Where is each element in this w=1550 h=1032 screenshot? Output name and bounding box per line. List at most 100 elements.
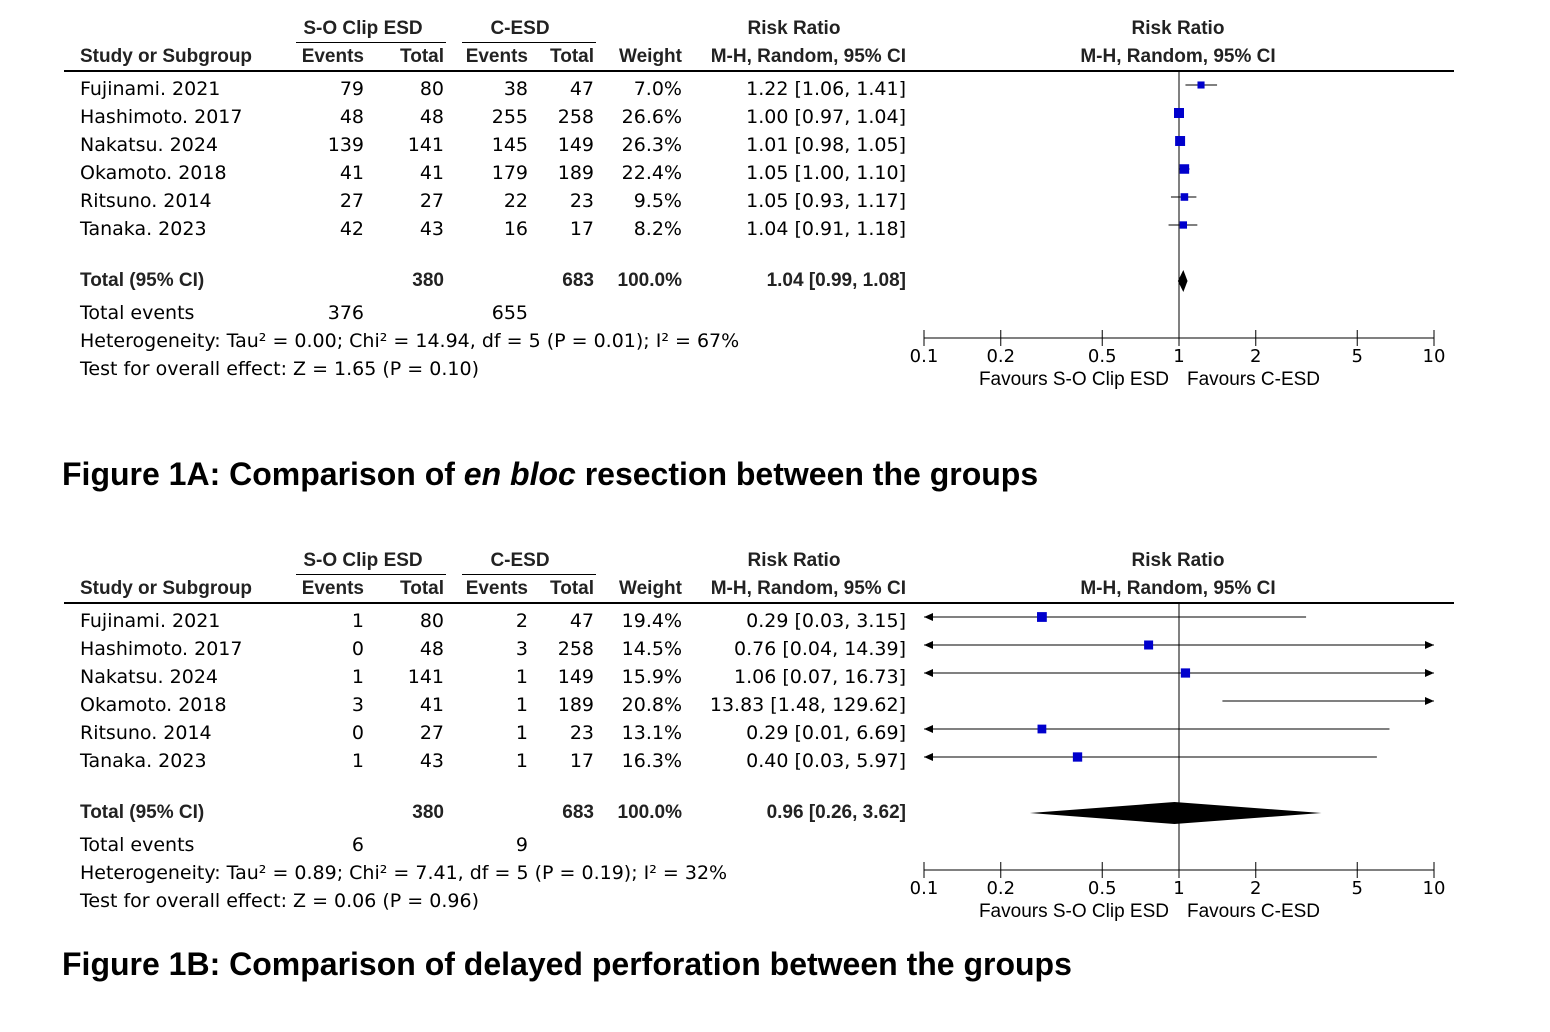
ci-cell: 1.05 [1.00, 1.10] — [746, 162, 906, 184]
figure-caption-b: Figure 1B: Comparison of delayed perfora… — [62, 946, 1072, 982]
total1-cell: 41 — [419, 162, 444, 184]
forest-plot-panel-b: S-O Clip ESD C-ESD Risk Ratio Risk Ratio Stu… — [0, 532, 1550, 952]
total-events1: 376 — [327, 302, 364, 324]
events1-cell: 42 — [339, 218, 364, 240]
weight-cell: 14.5% — [621, 638, 682, 660]
events2-cell: 1 — [515, 750, 528, 772]
ci-cell: 1.01 [0.98, 1.05] — [746, 134, 906, 156]
overall-effect-text: Test for overall effect: Z = 0.06 (P = 0… — [80, 890, 479, 912]
point-estimate-marker — [1144, 640, 1154, 650]
total-weight: 100.0% — [617, 270, 682, 291]
axis-tick-label: 0.2 — [986, 878, 1015, 899]
total2-header: Total — [550, 578, 594, 599]
ci-cell: 1.06 [0.07, 16.73] — [734, 666, 906, 688]
point-estimate-marker — [1179, 164, 1190, 174]
total1-header: Total — [400, 578, 444, 599]
events1-cell: 1 — [351, 610, 364, 632]
total2-cell: 23 — [569, 190, 594, 212]
left-arrow — [924, 725, 933, 733]
events1-cell: 41 — [339, 162, 364, 184]
study-name: Okamoto. 2018 — [80, 162, 227, 184]
total-label: Total (95% CI) — [80, 270, 205, 291]
axis-tick-label: 1 — [1173, 878, 1184, 899]
axis-tick-label: 0.5 — [1088, 346, 1117, 367]
point-estimate-marker — [1037, 612, 1047, 622]
point-estimate-marker — [1175, 136, 1186, 146]
total2-header: Total — [550, 46, 594, 67]
study-name: Okamoto. 2018 — [80, 694, 227, 716]
total1-cell: 141 — [407, 666, 444, 688]
weight-cell: 16.3% — [621, 750, 682, 772]
ci-cell: 1.05 [0.93, 1.17] — [746, 190, 906, 212]
total2-value: 683 — [562, 270, 594, 291]
weight-header: Weight — [619, 578, 682, 599]
study-col-header: Study or Subgroup — [80, 46, 253, 67]
point-estimate-marker — [1072, 752, 1083, 762]
weight-cell: 9.5% — [633, 190, 682, 212]
total1-cell: 43 — [419, 750, 444, 772]
point-estimate-marker — [1037, 724, 1047, 734]
events2-cell: 1 — [515, 666, 528, 688]
axis-tick-label: 5 — [1352, 346, 1363, 367]
events2-cell: 1 — [515, 694, 528, 716]
total-label: Total (95% CI) — [80, 802, 205, 823]
events1-cell: 1 — [351, 750, 364, 772]
total1-header: Total — [400, 46, 444, 67]
events2-cell: 255 — [491, 106, 528, 128]
events1-cell: 48 — [339, 106, 364, 128]
total-ci: 0.96 [0.26, 3.62] — [766, 802, 906, 823]
point-estimate-marker — [1180, 193, 1189, 201]
plot-method-header: M-H, Random, 95% CI — [1080, 46, 1276, 67]
events1-cell: 0 — [351, 638, 364, 660]
total-events-label: Total events — [80, 834, 195, 856]
weight-cell: 7.0% — [633, 78, 682, 100]
total2-cell: 17 — [569, 750, 594, 772]
study-name: Fujinami. 2021 — [80, 78, 221, 100]
ci-cell: 0.29 [0.01, 6.69] — [746, 722, 906, 744]
events2-cell: 38 — [503, 78, 528, 100]
group2-header: C-ESD — [490, 550, 550, 571]
total2-cell: 47 — [569, 78, 594, 100]
ci-cell: 1.22 [1.06, 1.41] — [746, 78, 906, 100]
forest-plot-panel-a: S-O Clip ESD C-ESD Risk Ratio Risk Ratio Stu… — [0, 0, 1550, 420]
figure-caption-a: Figure 1A: Comparison of en bloc resecti… — [62, 456, 1039, 492]
weight-cell: 26.6% — [621, 106, 682, 128]
ci-cell: 1.04 [0.91, 1.18] — [746, 218, 906, 240]
ci-cell: 1.00 [0.97, 1.04] — [746, 106, 906, 128]
events1-cell: 1 — [351, 666, 364, 688]
weight-header: Weight — [619, 46, 682, 67]
weight-cell: 22.4% — [621, 162, 682, 184]
heterogeneity-text: Heterogeneity: Tau² = 0.00; Chi² = 14.94… — [80, 330, 740, 352]
group2-underline — [462, 42, 596, 43]
weight-cell: 20.8% — [621, 694, 682, 716]
total-events1: 6 — [351, 834, 364, 856]
right-arrow — [1425, 669, 1434, 677]
group2-underline — [462, 574, 596, 575]
axis-tick-label: 0.1 — [910, 346, 939, 367]
header-rule — [64, 602, 1454, 604]
group1-header: S-O Clip ESD — [303, 18, 423, 39]
right-arrow — [1425, 641, 1434, 649]
total-events2: 655 — [491, 302, 528, 324]
events2-header: Events — [465, 46, 528, 67]
axis-tick-label: 1 — [1173, 346, 1184, 367]
study-name: Hashimoto. 2017 — [80, 638, 243, 660]
total2-cell: 23 — [569, 722, 594, 744]
total1-value: 380 — [412, 270, 444, 291]
plot-method-header: M-H, Random, 95% CI — [1080, 578, 1276, 599]
total1-cell: 43 — [419, 218, 444, 240]
total1-cell: 41 — [419, 694, 444, 716]
total1-cell: 48 — [419, 638, 444, 660]
total-weight: 100.0% — [617, 802, 682, 823]
plot-risk-ratio-header: Risk Ratio — [1131, 18, 1225, 39]
study-name: Fujinami. 2021 — [80, 610, 221, 632]
point-estimate-marker — [1180, 668, 1191, 678]
total2-cell: 47 — [569, 610, 594, 632]
events2-cell: 2 — [515, 610, 528, 632]
study-name: Ritsuno. 2014 — [80, 190, 212, 212]
study-name: Hashimoto. 2017 — [80, 106, 243, 128]
heterogeneity-text: Heterogeneity: Tau² = 0.89; Chi² = 7.41,… — [80, 862, 728, 884]
events1-cell: 0 — [351, 722, 364, 744]
left-arrow — [924, 613, 933, 621]
group1-header: S-O Clip ESD — [303, 550, 423, 571]
